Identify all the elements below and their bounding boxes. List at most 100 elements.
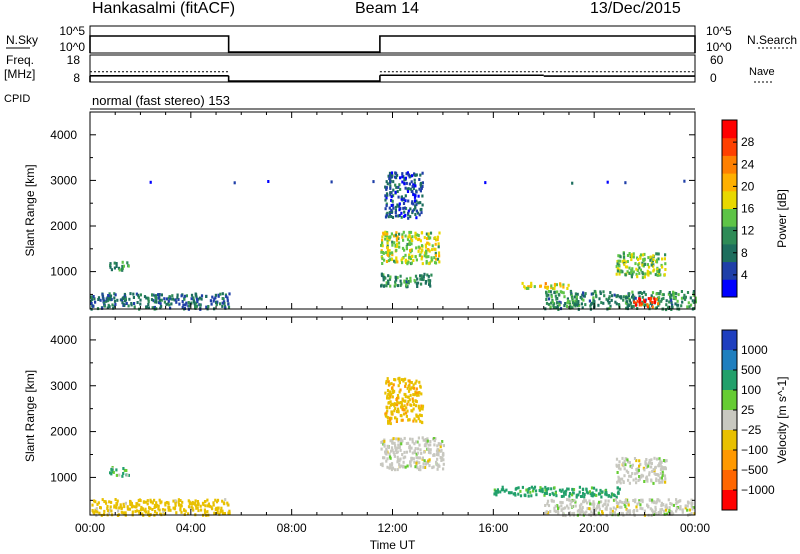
echo-cell xyxy=(153,506,156,510)
echo-cell xyxy=(403,210,406,214)
echo-cell xyxy=(160,298,163,302)
echo-cell xyxy=(221,301,224,305)
echo-cell xyxy=(595,295,598,299)
echo-cell xyxy=(403,436,406,440)
echo-cell xyxy=(555,283,558,287)
echo-cell xyxy=(634,498,637,502)
echo-cell xyxy=(410,237,413,240)
echo-cell xyxy=(124,511,127,515)
echo-cell xyxy=(635,459,638,463)
echo-cell xyxy=(664,467,667,471)
echo-cell xyxy=(628,292,631,296)
echo-cell xyxy=(654,508,657,512)
echo-cell xyxy=(586,501,589,505)
echo-cell xyxy=(438,231,441,235)
echo-cell xyxy=(623,263,626,267)
echo-cell xyxy=(380,273,384,277)
echo-cell xyxy=(389,463,392,467)
echo-cell xyxy=(386,240,389,244)
echo-cell xyxy=(393,389,396,393)
echo-cell xyxy=(388,238,391,242)
echo-cell xyxy=(112,306,115,310)
echo-cell xyxy=(206,498,209,502)
echo-cell xyxy=(581,306,584,310)
nsky-tick: 10^0 xyxy=(59,40,85,54)
echo-cell xyxy=(397,241,401,245)
echo-cell xyxy=(93,499,96,503)
echo-cell xyxy=(645,477,648,481)
echo-cell xyxy=(393,441,396,445)
echo-cell xyxy=(606,180,609,184)
echo-cell xyxy=(414,204,417,208)
echo-cell xyxy=(110,500,113,504)
echo-cell xyxy=(391,199,394,203)
echo-cell xyxy=(661,257,664,261)
echo-cell xyxy=(91,297,94,301)
echo-cell xyxy=(398,381,401,385)
echo-cell xyxy=(401,439,404,443)
echo-cell xyxy=(602,290,605,294)
power-colorbar-cell xyxy=(722,137,737,156)
freq-unit: [MHz] xyxy=(4,67,35,81)
echo-cell xyxy=(527,286,530,290)
echo-cell xyxy=(636,502,639,506)
echo-cell xyxy=(388,393,392,397)
echo-cell xyxy=(146,502,149,506)
echo-cell xyxy=(405,280,408,284)
echo-cell xyxy=(579,506,582,510)
echo-cell xyxy=(689,303,693,307)
echo-cell xyxy=(571,295,574,299)
echo-cell xyxy=(177,298,180,301)
echo-cell xyxy=(90,299,93,303)
echo-cell xyxy=(411,174,414,178)
echo-cell xyxy=(601,490,604,494)
echo-cell xyxy=(680,290,683,293)
echo-cell xyxy=(428,282,431,286)
echo-cell xyxy=(496,488,499,492)
echo-cell xyxy=(175,300,178,304)
echo-cell xyxy=(400,282,403,286)
echo-cell xyxy=(597,303,600,307)
echo-cell xyxy=(190,297,193,301)
echo-cell xyxy=(553,302,556,306)
echo-cell xyxy=(390,215,393,218)
echo-cell xyxy=(412,457,415,461)
echo-cell xyxy=(505,488,508,492)
echo-cell xyxy=(630,466,633,469)
echo-cell xyxy=(623,474,626,478)
echo-cell xyxy=(652,500,656,504)
echo-cell xyxy=(400,211,403,215)
echo-cell xyxy=(564,302,567,305)
echo-cell xyxy=(652,264,655,268)
echo-cell xyxy=(415,419,418,423)
echo-cell xyxy=(227,503,230,507)
echo-cell xyxy=(394,280,397,284)
echo-cell xyxy=(415,387,418,391)
echo-cell xyxy=(129,502,132,506)
echo-cell xyxy=(575,297,578,301)
echo-cell xyxy=(409,393,412,397)
echo-cell xyxy=(514,493,517,497)
echo-cell xyxy=(165,297,168,301)
echo-cell xyxy=(181,500,184,504)
echo-cell xyxy=(409,187,412,191)
echo-cell xyxy=(519,494,523,498)
echo-cell xyxy=(394,205,397,209)
echo-cell xyxy=(644,293,647,297)
echo-cell xyxy=(606,299,610,303)
echo-cell xyxy=(659,471,662,475)
echo-cell xyxy=(179,503,182,507)
echo-cell xyxy=(103,500,106,503)
echo-cell xyxy=(430,273,433,277)
echo-cell xyxy=(634,301,637,305)
echo-cell xyxy=(432,465,435,469)
echo-cell xyxy=(417,417,420,421)
echo-cell xyxy=(113,292,116,296)
echo-cell xyxy=(601,510,604,514)
echo-cell xyxy=(425,249,428,253)
echo-cell xyxy=(681,300,684,304)
echo-cell xyxy=(593,502,596,506)
echo-cell xyxy=(559,290,562,294)
echo-cell xyxy=(423,251,427,255)
echo-cell xyxy=(417,404,420,408)
